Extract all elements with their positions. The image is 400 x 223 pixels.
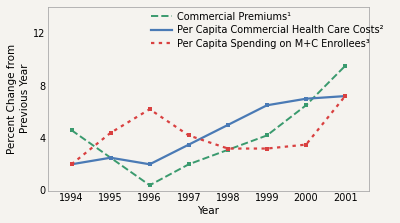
Legend: Commercial Premiums¹, Per Capita Commercial Health Care Costs², Per Capita Spend: Commercial Premiums¹, Per Capita Commerc… (149, 10, 386, 51)
Y-axis label: Percent Change from
Previous Year: Percent Change from Previous Year (7, 44, 30, 154)
X-axis label: Year: Year (197, 206, 219, 216)
